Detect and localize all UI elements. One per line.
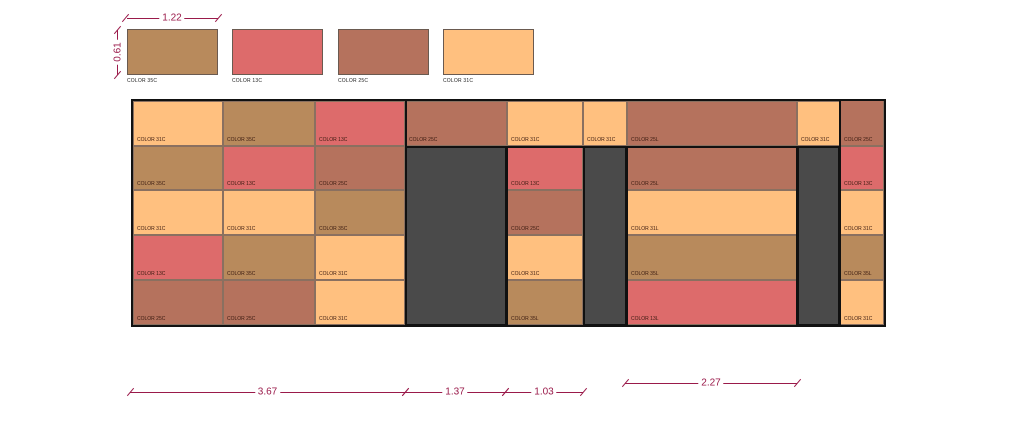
wall-tile: COLOR 31C <box>797 101 840 146</box>
tile-label: COLOR 25L <box>631 137 659 143</box>
wall-tile: COLOR 13C <box>223 146 315 190</box>
wall-tile: COLOR 35C <box>223 235 315 280</box>
tile-label: COLOR 13C <box>137 271 166 277</box>
tile-label: COLOR 31C <box>801 137 830 143</box>
tile-label: COLOR 13C <box>511 181 540 187</box>
wall-tile: COLOR 31C <box>133 101 223 146</box>
swatch-label: COLOR 25C <box>338 78 369 84</box>
tile-label: COLOR 35L <box>844 271 872 277</box>
wall-tile: COLOR 25C <box>405 101 507 146</box>
tile-label: COLOR 25C <box>137 316 166 322</box>
wall-tile: COLOR 35L <box>627 235 797 280</box>
tile-label: COLOR 31C <box>511 271 540 277</box>
wall-tile: COLOR 31C <box>840 190 884 235</box>
wall-tile: COLOR 35C <box>315 190 405 235</box>
tile-label: COLOR 35C <box>227 137 256 143</box>
tile-label: COLOR 31C <box>511 137 540 143</box>
tile-label: COLOR 31L <box>631 226 659 232</box>
tile-label: COLOR 35C <box>319 226 348 232</box>
tile-label: COLOR 25C <box>409 137 438 143</box>
wall-tile: COLOR 13C <box>315 101 405 146</box>
wall-tile: COLOR 25L <box>627 146 797 190</box>
tile-label: COLOR 25C <box>319 181 348 187</box>
color-swatch <box>127 29 218 75</box>
color-swatch <box>338 29 429 75</box>
wall-tile: COLOR 31C <box>315 235 405 280</box>
tile-label: COLOR 31C <box>587 137 616 143</box>
wall-tile: COLOR 13C <box>133 235 223 280</box>
swatch-label: COLOR 35C <box>127 78 158 84</box>
tile-label: COLOR 31C <box>844 316 873 322</box>
wall-tile: COLOR 31C <box>223 190 315 235</box>
wall-tile: COLOR 31C <box>507 101 583 146</box>
window-opening <box>583 146 627 326</box>
dimension-label: 0.61 <box>112 39 124 65</box>
dimension-label: 2.27 <box>698 377 724 389</box>
tile-label: COLOR 31C <box>319 271 348 277</box>
wall-tile: COLOR 31C <box>507 235 583 280</box>
wall-tile: COLOR 25C <box>507 190 583 235</box>
tile-label: COLOR 31C <box>137 226 166 232</box>
tile-label: COLOR 35L <box>631 271 659 277</box>
wall-tile: COLOR 31C <box>315 280 405 325</box>
tile-label: COLOR 31C <box>227 226 256 232</box>
dimension-label: 1.37 <box>442 386 468 398</box>
wall-tile: COLOR 25L <box>627 101 797 146</box>
wall-tile: COLOR 13C <box>507 146 583 190</box>
tile-label: COLOR 31C <box>319 316 348 322</box>
wall-tile: COLOR 25C <box>840 99 884 146</box>
wall-tile: COLOR 31C <box>840 280 884 325</box>
wall-tile: COLOR 35C <box>223 101 315 146</box>
swatch-label: COLOR 31C <box>443 78 474 84</box>
color-swatch <box>232 29 323 75</box>
dimension-label: 3.67 <box>254 386 281 398</box>
wall-tile: COLOR 35L <box>840 235 884 280</box>
wall-tile: COLOR 35L <box>507 280 583 325</box>
tile-label: COLOR 25C <box>844 137 873 143</box>
color-swatch <box>443 29 534 75</box>
tile-label: COLOR 35L <box>511 316 539 322</box>
wall-tile: COLOR 25C <box>133 280 223 325</box>
wall-tile: COLOR 31C <box>583 101 627 146</box>
tile-label: COLOR 13C <box>227 181 256 187</box>
tile-label: COLOR 35C <box>227 271 256 277</box>
dimension-label: 1.03 <box>531 386 557 398</box>
dimension-tick <box>113 70 122 80</box>
tile-label: COLOR 25C <box>227 316 256 322</box>
wall-tile: COLOR 25C <box>315 146 405 190</box>
wall-tile: COLOR 13C <box>840 146 884 190</box>
tile-label: COLOR 35C <box>137 181 166 187</box>
window-opening <box>797 146 840 326</box>
wall-tile: COLOR 31L <box>627 190 797 235</box>
tile-label: COLOR 13L <box>631 316 659 322</box>
swatch-label: COLOR 13C <box>232 78 263 84</box>
wall-tile: COLOR 13L <box>627 280 797 325</box>
tile-label: COLOR 31C <box>137 137 166 143</box>
tile-label: COLOR 13C <box>844 181 873 187</box>
tile-label: COLOR 25C <box>511 226 540 232</box>
window-opening <box>405 146 507 326</box>
wall-tile: COLOR 31C <box>133 190 223 235</box>
tile-label: COLOR 31C <box>844 226 873 232</box>
wall-tile: COLOR 25C <box>223 280 315 325</box>
dimension-label: 1.22 <box>159 12 185 24</box>
tile-label: COLOR 13C <box>319 137 348 143</box>
wall-tile: COLOR 35C <box>133 146 223 190</box>
tile-label: COLOR 25L <box>631 181 659 187</box>
